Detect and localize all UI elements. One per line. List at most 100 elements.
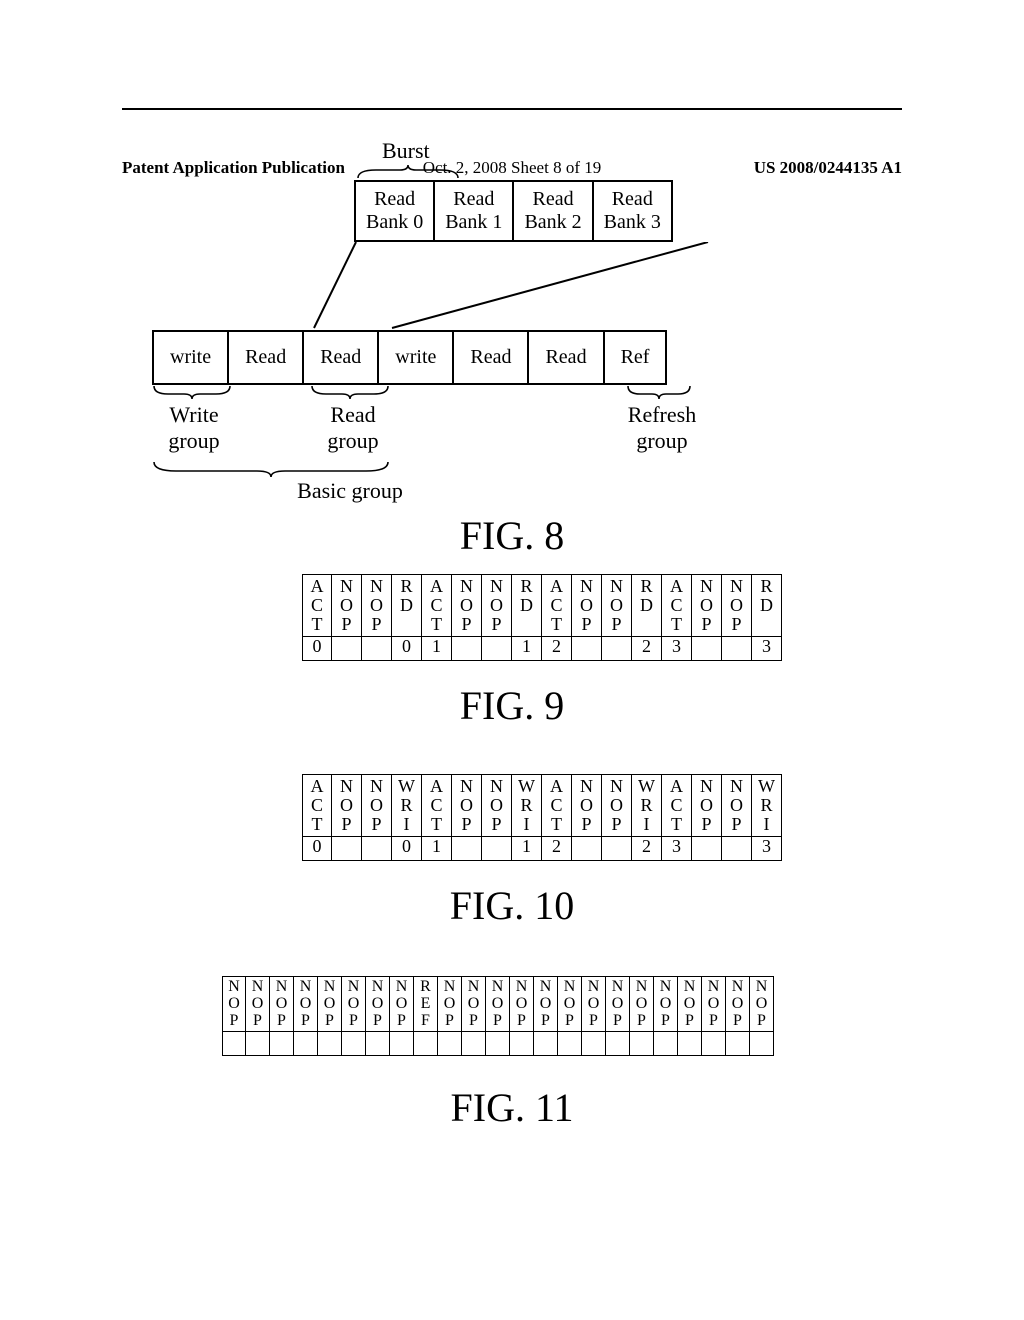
cmd-index-cell	[572, 637, 602, 661]
read-group-label: Read group	[308, 402, 398, 454]
cmd-column: NOP	[294, 976, 318, 1056]
cmd-cell: ACT	[302, 774, 332, 837]
cmd-column: ACT3	[662, 574, 692, 661]
figure-11-table: NOP NOP NOP NOP NOP NOP NOP NOP REF NOP …	[222, 976, 774, 1056]
figure-11-title: FIG. 11	[0, 1084, 1024, 1131]
cmd-column: NOP	[452, 574, 482, 661]
cmd-column: NOP	[270, 976, 294, 1056]
cmd-column: NOP	[482, 574, 512, 661]
cmd-index-cell: 0	[392, 637, 422, 661]
cmd-index-cell: 2	[632, 837, 662, 861]
cmd-index-cell	[362, 637, 392, 661]
op-write-0: write	[152, 330, 229, 385]
read-bank-1-label: Read Bank 1	[445, 188, 502, 234]
cmd-cell: NOP	[572, 574, 602, 637]
cmd-column: NOP	[332, 774, 362, 861]
cmd-cell: NOP	[572, 774, 602, 837]
cmd-index-cell	[606, 1032, 630, 1056]
cmd-index-cell	[582, 1032, 606, 1056]
cmd-index-cell	[602, 637, 632, 661]
cmd-index-cell	[366, 1032, 390, 1056]
cmd-cell: NOP	[270, 976, 294, 1032]
cmd-column: NOP	[438, 976, 462, 1056]
cmd-cell: WRI	[512, 774, 542, 837]
cmd-index-cell: 2	[542, 637, 572, 661]
cmd-cell: NOP	[750, 976, 774, 1032]
figure-9-table: ACT0NOP NOP RD 0ACT1NOP NOP RD 1ACT2NOP …	[302, 574, 782, 661]
cmd-column: RD 0	[392, 574, 422, 661]
cmd-index-cell	[332, 837, 362, 861]
basic-group-label: Basic group	[280, 478, 420, 504]
cmd-index-cell	[332, 637, 362, 661]
op-read-1: Read	[304, 330, 379, 385]
cmd-column: NOP	[654, 976, 678, 1056]
cmd-column: ACT2	[542, 574, 572, 661]
figure-10-title: FIG. 10	[0, 882, 1024, 929]
cmd-cell: WRI	[752, 774, 782, 837]
cmd-index-cell	[630, 1032, 654, 1056]
cmd-cell: ACT	[662, 574, 692, 637]
op-write-1: write	[379, 330, 454, 385]
cmd-index-cell	[702, 1032, 726, 1056]
cmd-column: RD 3	[752, 574, 782, 661]
cmd-column: NOP	[572, 774, 602, 861]
cmd-column: NOP	[572, 574, 602, 661]
cmd-column: NOP	[630, 976, 654, 1056]
cmd-column: NOP	[246, 976, 270, 1056]
cmd-cell: RD	[752, 574, 782, 637]
cmd-index-cell: 2	[542, 837, 572, 861]
cmd-index-cell	[750, 1032, 774, 1056]
operation-row: write Read Read write Read Read Ref	[152, 330, 667, 385]
cmd-cell: NOP	[678, 976, 702, 1032]
cmd-column: NOP	[678, 976, 702, 1056]
cmd-column: NOP	[606, 976, 630, 1056]
figure-9-title: FIG. 9	[0, 682, 1024, 729]
burst-label: Burst	[382, 138, 430, 164]
cmd-index-cell	[678, 1032, 702, 1056]
expansion-lines-icon	[310, 242, 730, 332]
cmd-cell: NOP	[606, 976, 630, 1032]
cmd-column: REF	[414, 976, 438, 1056]
cmd-column: WRI1	[512, 774, 542, 861]
cmd-index-cell: 3	[752, 637, 782, 661]
cmd-index-cell	[722, 637, 752, 661]
cmd-cell: NOP	[294, 976, 318, 1032]
cmd-cell: NOP	[332, 574, 362, 637]
read-bank-1: Read Bank 1	[435, 180, 514, 242]
cmd-cell: NOP	[692, 774, 722, 837]
cmd-index-cell	[270, 1032, 294, 1056]
cmd-column: NOP	[486, 976, 510, 1056]
cmd-index-cell	[362, 837, 392, 861]
cmd-column: NOP	[342, 976, 366, 1056]
cmd-column: NOP	[692, 574, 722, 661]
cmd-index-cell	[390, 1032, 414, 1056]
cmd-cell: NOP	[222, 976, 246, 1032]
cmd-cell: NOP	[602, 774, 632, 837]
cmd-cell: NOP	[390, 976, 414, 1032]
cmd-cell: NOP	[558, 976, 582, 1032]
cmd-cell: NOP	[510, 976, 534, 1032]
cmd-index-cell	[452, 637, 482, 661]
cmd-index-cell	[602, 837, 632, 861]
cmd-index-cell: 0	[392, 837, 422, 861]
cmd-column: NOP	[318, 976, 342, 1056]
cmd-column: NOP	[462, 976, 486, 1056]
figure-10-table: ACT0NOP NOP WRI0ACT1NOP NOP WRI1ACT2NOP …	[302, 774, 782, 861]
cmd-cell: NOP	[482, 774, 512, 837]
cmd-index-cell: 2	[632, 637, 662, 661]
read-bank-3: Read Bank 3	[594, 180, 673, 242]
read-bank-2-label: Read Bank 2	[524, 188, 581, 234]
cmd-index-cell	[534, 1032, 558, 1056]
cmd-column: NOP	[482, 774, 512, 861]
cmd-cell: NOP	[438, 976, 462, 1032]
cmd-index-cell	[222, 1032, 246, 1056]
cmd-column: ACT0	[302, 574, 332, 661]
cmd-index-cell: 3	[752, 837, 782, 861]
cmd-column: ACT0	[302, 774, 332, 861]
write-group-brace-icon	[152, 384, 232, 400]
read-bank-0: Read Bank 0	[354, 180, 435, 242]
cmd-cell: NOP	[342, 976, 366, 1032]
cmd-cell: ACT	[542, 774, 572, 837]
cmd-column: ACT1	[422, 574, 452, 661]
op-read-0: Read	[229, 330, 304, 385]
